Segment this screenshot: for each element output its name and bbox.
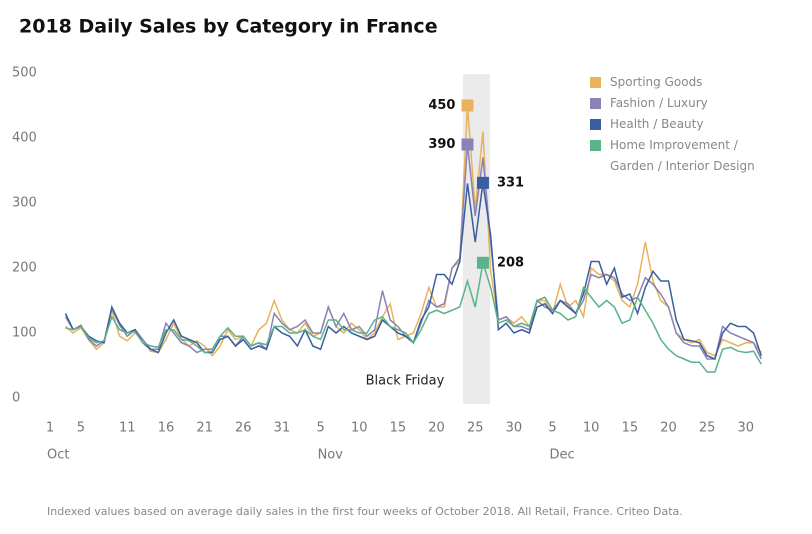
y-tick-label: 400 <box>12 131 37 146</box>
x-tick-label: 25 <box>699 421 716 436</box>
y-tick-label: 200 <box>12 261 37 276</box>
y-tick-label: 0 <box>12 391 20 406</box>
x-tick-label: 31 <box>274 421 291 436</box>
x-tick-label: 26 <box>235 421 252 436</box>
peak-marker <box>461 99 474 112</box>
x-tick-label: 10 <box>583 421 600 436</box>
legend-swatch <box>590 119 601 130</box>
legend-label: Home Improvement / Garden / Interior Des… <box>610 138 755 173</box>
legend-item: Health / Beauty <box>590 114 755 135</box>
annotation: Black Friday <box>366 374 445 389</box>
footnote: Indexed values based on average daily sa… <box>47 505 683 518</box>
peak-label: 450 <box>428 98 455 113</box>
black-friday-band <box>463 74 490 404</box>
x-tick-label: 11 <box>119 421 136 436</box>
legend-label: Health / Beauty <box>610 117 704 131</box>
y-tick-label: 100 <box>12 326 37 341</box>
x-tick-label: 25 <box>467 421 484 436</box>
peak-marker <box>476 176 489 189</box>
x-tick-label: 5 <box>77 421 85 436</box>
legend-label: Fashion / Luxury <box>610 96 708 110</box>
peak-label: 331 <box>497 175 524 190</box>
legend-swatch <box>590 77 601 88</box>
legend-swatch <box>590 140 601 151</box>
x-tick-label: 30 <box>506 421 523 436</box>
legend-swatch <box>590 98 601 109</box>
month-label: Dec <box>550 448 575 463</box>
x-tick-label: 21 <box>196 421 213 436</box>
x-tick-label: 1 <box>46 421 54 436</box>
month-label: Nov <box>318 448 344 463</box>
y-tick-label: 300 <box>12 196 37 211</box>
chart-title: 2018 Daily Sales by Category in France <box>19 16 438 38</box>
peak-marker <box>461 138 474 151</box>
month-label: Oct <box>47 448 69 463</box>
legend: Sporting Goods Fashion / Luxury Health / B… <box>590 72 755 177</box>
peak-marker <box>476 256 489 269</box>
x-tick-label: 5 <box>316 421 324 436</box>
peak-label: 208 <box>497 255 524 270</box>
x-tick-label: 15 <box>622 421 639 436</box>
y-tick-label: 500 <box>12 66 37 81</box>
legend-item: Sporting Goods <box>590 72 755 93</box>
x-tick-label: 15 <box>390 421 407 436</box>
peak-label: 390 <box>428 137 455 152</box>
legend-item: Home Improvement / Garden / Interior Des… <box>590 135 755 177</box>
x-tick-label: 10 <box>351 421 368 436</box>
legend-label: Sporting Goods <box>610 75 703 89</box>
x-tick-label: 30 <box>738 421 755 436</box>
x-tick-label: 16 <box>158 421 175 436</box>
x-tick-label: 5 <box>548 421 556 436</box>
x-tick-label: 20 <box>660 421 677 436</box>
x-tick-label: 20 <box>428 421 445 436</box>
legend-item: Fashion / Luxury <box>590 93 755 114</box>
series-line <box>65 262 762 373</box>
